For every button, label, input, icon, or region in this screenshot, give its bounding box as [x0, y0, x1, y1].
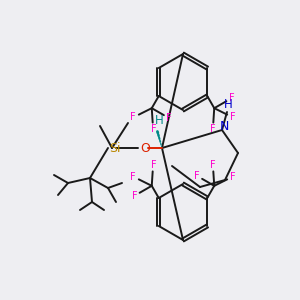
Text: F: F — [151, 124, 157, 134]
Text: Si: Si — [109, 142, 121, 154]
Text: F: F — [230, 112, 236, 122]
Text: F: F — [166, 113, 172, 123]
Text: F: F — [229, 93, 234, 103]
Text: F: F — [230, 172, 236, 182]
Text: F: F — [194, 171, 200, 181]
Text: F: F — [209, 160, 215, 170]
Text: F: F — [209, 124, 215, 134]
Text: F: F — [130, 172, 136, 182]
Text: F: F — [132, 191, 137, 201]
Text: F: F — [130, 112, 136, 122]
Text: N: N — [219, 121, 229, 134]
Text: H: H — [154, 115, 164, 128]
Text: F: F — [151, 160, 157, 170]
Text: O: O — [140, 142, 150, 154]
Text: H: H — [224, 98, 232, 110]
